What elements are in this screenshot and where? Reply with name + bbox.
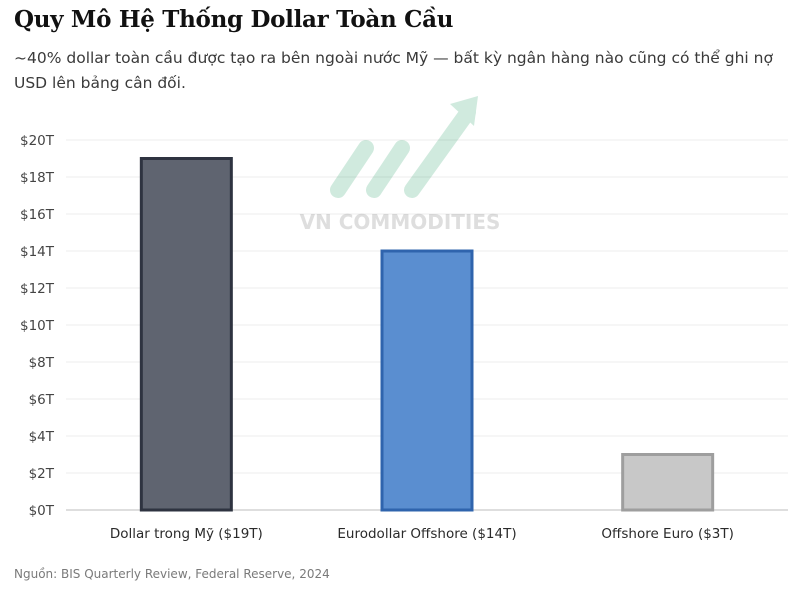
- y-tick-label: $2T: [29, 466, 55, 482]
- y-tick-label: $20T: [20, 133, 55, 149]
- y-tick-label: $4T: [29, 429, 55, 445]
- bars: [139, 157, 715, 512]
- y-tick-label: $14T: [20, 244, 55, 260]
- source-note: Nguồn: BIS Quarterly Review, Federal Res…: [14, 567, 330, 581]
- watermark-text: VN COMMODITIES: [300, 210, 501, 234]
- x-tick-label: Offshore Euro ($3T): [601, 526, 733, 542]
- watermark: VN COMMODITIES: [300, 96, 501, 234]
- bar: [380, 249, 474, 512]
- x-tick-label: Eurodollar Offshore ($14T): [337, 526, 516, 542]
- y-tick-label: $0T: [29, 503, 55, 519]
- chart-subtitle: ~40% dollar toàn cầu được tạo ra bên ngo…: [14, 49, 773, 92]
- y-tick-label: $8T: [29, 355, 55, 371]
- y-tick-label: $6T: [29, 392, 55, 408]
- chart-title: Quy Mô Hệ Thống Dollar Toàn Cầu: [14, 6, 454, 33]
- y-axis: $0T $2T $4T $6T $8T $10T $12T $14T $16T $18T $20T: [20, 133, 55, 519]
- y-tick-label: $10T: [20, 318, 55, 334]
- y-tick-label: $12T: [20, 281, 55, 297]
- x-tick-label: Dollar trong Mỹ ($19T): [110, 526, 263, 542]
- arrow-up-logo-icon: [330, 96, 478, 198]
- y-tick-label: $16T: [20, 207, 55, 223]
- y-tick-label: $18T: [20, 170, 55, 186]
- x-axis: Dollar trong Mỹ ($19T) Eurodollar Offshor…: [110, 526, 734, 542]
- bar: [139, 157, 233, 512]
- bar: [621, 453, 715, 512]
